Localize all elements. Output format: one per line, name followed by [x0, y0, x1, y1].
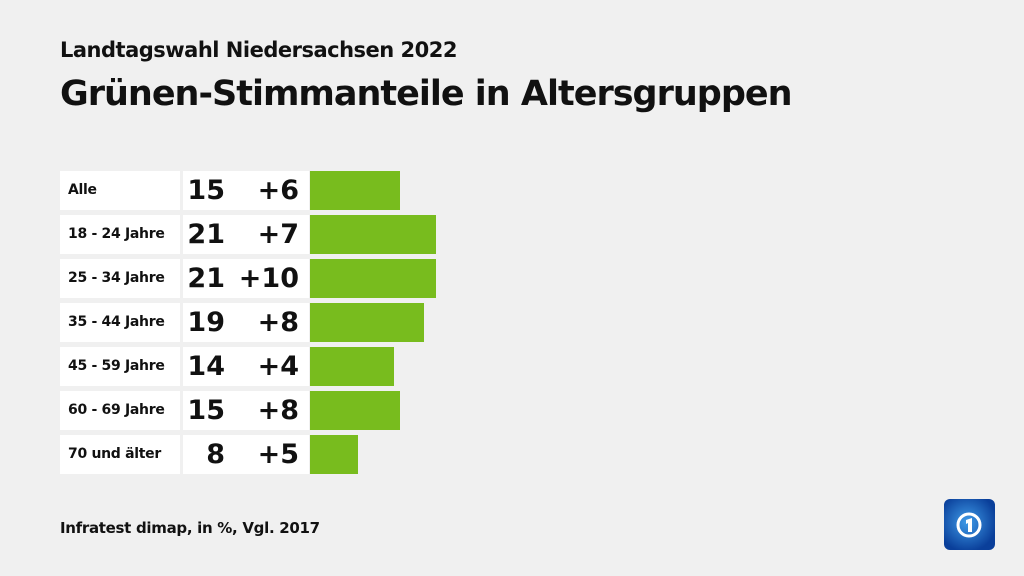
chart-title: Grünen-Stimmanteile in Altersgruppen	[60, 74, 793, 114]
bar	[310, 215, 436, 254]
value-label: 21	[187, 263, 225, 294]
bar	[310, 347, 394, 386]
subtitle: Landtagswahl Niedersachsen 2022	[60, 38, 457, 62]
value-cell: 15 +6	[183, 171, 309, 210]
category-label: 60 - 69 Jahre	[60, 391, 180, 430]
change-label: +8	[257, 395, 299, 426]
value-label: 19	[187, 307, 225, 338]
value-label: 8	[206, 439, 225, 470]
category-label: 70 und älter	[60, 435, 180, 474]
bar	[310, 303, 424, 342]
value-label: 15	[187, 395, 225, 426]
category-label: 35 - 44 Jahre	[60, 303, 180, 342]
change-label: +8	[257, 307, 299, 338]
bar	[310, 171, 400, 210]
bar	[310, 391, 400, 430]
category-label: 25 - 34 Jahre	[60, 259, 180, 298]
value-cell: 21 +7	[183, 215, 309, 254]
bar	[310, 435, 358, 474]
category-label: 18 - 24 Jahre	[60, 215, 180, 254]
value-cell: 21 +10	[183, 259, 309, 298]
change-label: +7	[257, 219, 299, 250]
value-cell: 14 +4	[183, 347, 309, 386]
tagesschau-logo-icon	[944, 499, 995, 550]
value-label: 21	[187, 219, 225, 250]
value-cell: 19 +8	[183, 303, 309, 342]
category-label: 45 - 59 Jahre	[60, 347, 180, 386]
change-label: +5	[257, 439, 299, 470]
change-label: +4	[257, 351, 299, 382]
value-label: 14	[187, 351, 225, 382]
source-note: Infratest dimap, in %, Vgl. 2017	[60, 519, 320, 537]
change-label: +6	[257, 175, 299, 206]
value-cell: 15 +8	[183, 391, 309, 430]
bar	[310, 259, 436, 298]
change-label: +10	[238, 263, 299, 294]
value-label: 15	[187, 175, 225, 206]
category-label: Alle	[60, 171, 180, 210]
value-cell: 8 +5	[183, 435, 309, 474]
